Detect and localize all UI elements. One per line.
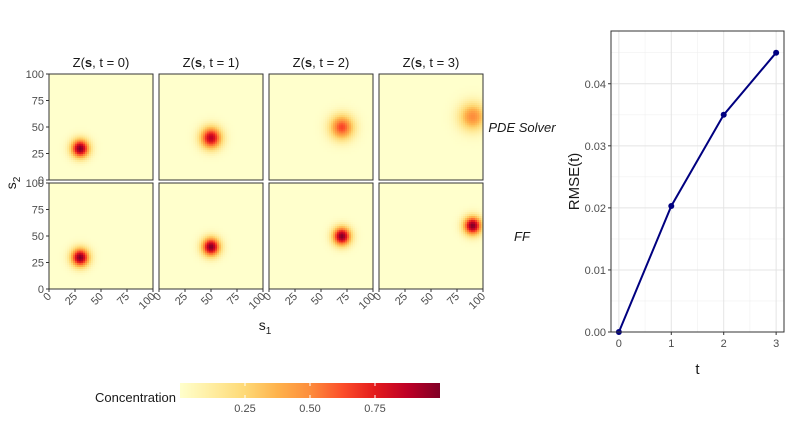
- panel-title-t3: Z(s, t = 3): [403, 55, 460, 70]
- row-label-0: PDE Solver: [488, 120, 556, 135]
- rmse-point-t3: [773, 50, 779, 56]
- x-tick-label: 50: [199, 291, 216, 308]
- legend-tick-label: 0.50: [299, 403, 320, 415]
- x-tick-label: 2: [721, 338, 727, 350]
- heatmap-panel-r0-t1: [159, 74, 263, 180]
- x-tick-label: 50: [309, 291, 326, 308]
- x-tick-label: 3: [773, 338, 779, 350]
- y-tick-label: 50: [32, 231, 44, 243]
- x-tick-label: 50: [89, 291, 106, 308]
- legend-title: Concentration: [95, 390, 176, 405]
- y-tick-label: 0.00: [585, 327, 606, 339]
- x-tick-label: 25: [283, 291, 300, 308]
- y-tick-label: 100: [26, 178, 44, 190]
- x-tick-label: 75: [225, 291, 242, 308]
- heatmap-panel-r1-t3: [379, 183, 483, 289]
- heatmap-panel-r1-t1: [159, 183, 263, 289]
- heatmap-panel-r0-t2: [269, 74, 373, 180]
- panel-title-t0: Z(s, t = 0): [73, 55, 130, 70]
- y-tick-label: 50: [32, 122, 44, 134]
- x-tick-label: 100: [467, 291, 488, 312]
- x-tick-label: 0: [616, 338, 622, 350]
- heatmap-chart: Z(s, t = 0) Z(s, t = 1) Z(s, t = 2) Z(s, t …: [3, 55, 556, 337]
- x-tick-label: 25: [63, 291, 80, 308]
- heatmap-panel-r1-t2: [269, 183, 373, 289]
- x-axis-title: s1: [259, 317, 272, 337]
- y-tick-label: 0.02: [585, 203, 606, 215]
- y-tick-label: 25: [32, 149, 44, 161]
- y-tick-label: 0.03: [585, 141, 606, 153]
- y-tick-label: 75: [32, 205, 44, 217]
- rmse-point-t1: [668, 203, 674, 209]
- heatmap-panel-r0-t0: [49, 74, 153, 180]
- x-tick-label: 75: [335, 291, 352, 308]
- y-tick-label: 25: [32, 258, 44, 270]
- x-tick-label: 1: [668, 338, 674, 350]
- y-tick-label: 0.01: [585, 265, 606, 277]
- x-tick-label: 25: [173, 291, 190, 308]
- x-tick-label: 75: [115, 291, 132, 308]
- x-tick-label: 75: [445, 291, 462, 308]
- heatmap-panel-r0-t3: [379, 74, 483, 180]
- panel-title-t2: Z(s, t = 2): [293, 55, 350, 70]
- y-axis-title: s2: [3, 176, 23, 189]
- heatmap-panel-r1-t0: [49, 183, 153, 289]
- legend-tick-label: 0.25: [234, 403, 255, 415]
- y-tick-label: 0.04: [585, 79, 606, 91]
- x-axis-title: t: [695, 361, 700, 378]
- x-tick-label: 50: [419, 291, 436, 308]
- y-axis-title: RMSE(t): [566, 153, 583, 211]
- row-label-1: FF: [514, 229, 531, 244]
- y-tick-label: 75: [32, 96, 44, 108]
- x-tick-label: 0: [41, 291, 54, 304]
- rmse-line-chart: 0 1 2 3 0.00 0.01 0.02 0.03 0.04 t RMSE(t): [566, 31, 784, 378]
- rmse-point-t2: [721, 112, 727, 118]
- x-tick-label: 25: [393, 291, 410, 308]
- legend-tick-label: 0.75: [364, 403, 385, 415]
- panel-title-t1: Z(s, t = 1): [183, 55, 240, 70]
- y-tick-label: 100: [26, 69, 44, 81]
- colorbar-legend: Concentration 0.25 0.50 0.75: [95, 383, 440, 415]
